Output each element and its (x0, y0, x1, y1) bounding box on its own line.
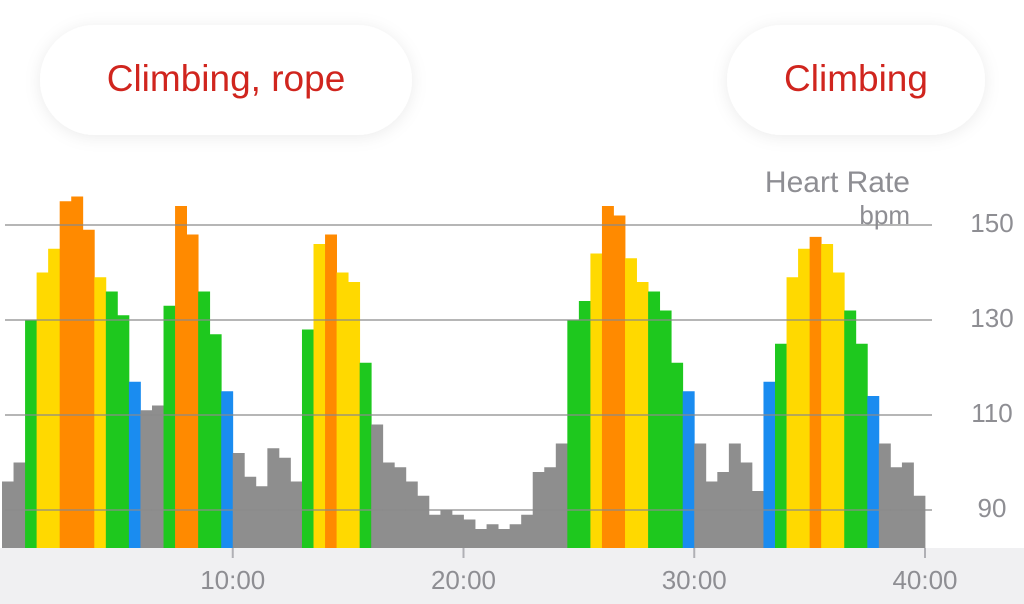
hr-strip (590, 253, 603, 548)
chart-title: Heart Rate (765, 166, 910, 199)
hr-strip (578, 301, 591, 548)
hr-strip (567, 320, 580, 548)
hr-strip (371, 424, 384, 548)
hr-strip (232, 453, 245, 548)
hr-strip (809, 236, 822, 548)
hr-strip (36, 272, 49, 548)
hr-strip (509, 524, 522, 548)
hr-strip (844, 310, 857, 548)
hr-strip (601, 206, 614, 548)
hr-strip (890, 467, 903, 548)
x-tick-label: 30:00 (662, 565, 727, 595)
hr-strip (451, 514, 464, 548)
hr-strip (705, 481, 718, 548)
hr-strip (913, 495, 926, 548)
hr-strip (786, 277, 799, 548)
hr-strip (336, 272, 349, 548)
hr-strip (648, 291, 661, 548)
hr-strip (128, 381, 141, 548)
hr-strip (25, 320, 38, 548)
hr-strip (301, 329, 314, 548)
hr-strip (94, 277, 107, 548)
hr-strip (48, 248, 61, 548)
x-axis-band (0, 548, 1024, 604)
hr-strip (151, 405, 164, 548)
hr-strip (832, 272, 845, 548)
hr-strip (728, 443, 741, 548)
hr-strip (901, 462, 914, 548)
hr-strip (498, 529, 511, 548)
hr-strip (278, 457, 291, 548)
hr-strip (486, 524, 499, 548)
hr-strip (855, 343, 868, 548)
hr-strip (867, 396, 880, 548)
hr-strip (544, 467, 557, 548)
hr-strip (382, 462, 395, 548)
hr-strip (71, 196, 84, 548)
hr-strip (671, 362, 684, 548)
hr-strip (751, 491, 764, 548)
hr-strip (82, 229, 95, 548)
hr-strip (659, 310, 672, 548)
y-tick-label: 130 (970, 303, 1013, 333)
badge-label: Climbing, rope (107, 58, 346, 99)
hr-strip (394, 467, 407, 548)
hr-strip (821, 244, 834, 548)
badge[interactable] (727, 25, 985, 135)
hr-strip (682, 391, 695, 548)
hr-strip (2, 481, 14, 548)
hr-strip (163, 305, 176, 548)
hr-strip (59, 201, 72, 548)
hr-strip (625, 258, 637, 548)
hr-strip (878, 443, 891, 548)
hr-strip (475, 529, 487, 548)
hr-strip (555, 443, 568, 548)
x-tick-label: 10:00 (200, 565, 265, 595)
hr-strip (117, 315, 130, 548)
hr-strip (209, 334, 222, 548)
hr-strip (521, 514, 534, 548)
hr-strip (463, 519, 476, 548)
y-tick-label: 110 (971, 398, 1012, 428)
hr-strip (613, 215, 626, 548)
hr-strip (740, 462, 753, 548)
hr-strip (290, 481, 303, 548)
hr-strip (763, 381, 776, 548)
hr-strip (694, 443, 707, 548)
hr-strip (198, 291, 211, 548)
hr-strip (798, 248, 811, 548)
hr-strip (428, 514, 441, 548)
x-tick-label: 20:00 (431, 565, 496, 595)
hr-strip (417, 495, 430, 548)
hr-strip (775, 343, 787, 548)
badge-label: Climbing (784, 58, 928, 99)
hr-strip (313, 244, 326, 548)
hr-strip (244, 476, 257, 548)
y-tick-label: 150 (970, 208, 1013, 238)
plot (2, 196, 926, 548)
hr-strip (105, 291, 118, 548)
hr-strip (221, 391, 234, 548)
hr-strip (359, 362, 372, 548)
hr-strip (140, 410, 153, 548)
hr-strip (186, 234, 199, 548)
hr-strip (267, 448, 280, 548)
hr-strip (405, 481, 418, 548)
badge[interactable] (40, 25, 412, 135)
hr-strip (175, 206, 187, 548)
hr-strip (325, 234, 337, 548)
hr-strip (440, 510, 453, 548)
x-tick-label: 40:00 (892, 565, 957, 595)
y-tick-label: 90 (978, 493, 1007, 523)
hr-strip (255, 486, 268, 548)
hr-strip (13, 462, 26, 548)
